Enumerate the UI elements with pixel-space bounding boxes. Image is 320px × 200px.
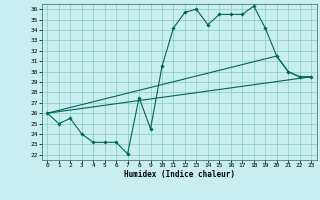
X-axis label: Humidex (Indice chaleur): Humidex (Indice chaleur) <box>124 170 235 179</box>
